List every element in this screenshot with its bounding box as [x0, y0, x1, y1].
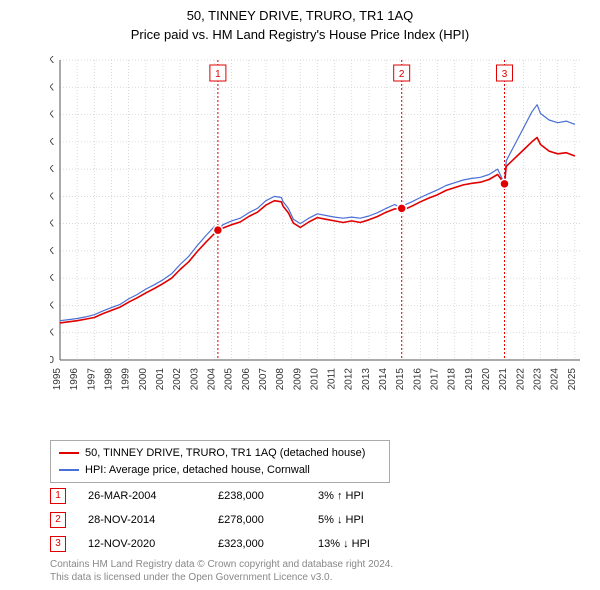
- svg-text:1997: 1997: [86, 368, 97, 391]
- svg-text:2015: 2015: [395, 368, 406, 391]
- svg-text:£0: £0: [50, 355, 54, 366]
- legend-swatch: [59, 452, 79, 454]
- sale-diff: 5% ↓ HPI: [318, 514, 408, 526]
- svg-text:£350K: £350K: [50, 164, 54, 175]
- sale-badge: 3: [50, 536, 66, 552]
- svg-text:2007: 2007: [258, 368, 269, 391]
- svg-text:2019: 2019: [464, 368, 475, 391]
- svg-text:1995: 1995: [52, 368, 63, 391]
- svg-text:2018: 2018: [447, 368, 458, 391]
- svg-text:2005: 2005: [224, 368, 235, 391]
- svg-text:2013: 2013: [361, 368, 372, 391]
- sales-table: 1 26-MAR-2004 £238,000 3% ↑ HPI 2 28-NOV…: [50, 484, 408, 556]
- footer-attribution: Contains HM Land Registry data © Crown c…: [50, 558, 393, 584]
- title-address: 50, TINNEY DRIVE, TRURO, TR1 1AQ: [0, 0, 600, 23]
- svg-text:£300K: £300K: [50, 191, 54, 202]
- chart-area: £0 £50K £100K £150K £200K £250K £300K £350K £400…: [50, 52, 590, 402]
- sale-row: 1 26-MAR-2004 £238,000 3% ↑ HPI: [50, 484, 408, 508]
- svg-text:£50K: £50K: [50, 328, 54, 339]
- svg-text:2000: 2000: [138, 368, 149, 391]
- legend-item-hpi: HPI: Average price, detached house, Corn…: [59, 462, 381, 479]
- legend-label: HPI: Average price, detached house, Corn…: [85, 462, 310, 479]
- svg-text:£400K: £400K: [50, 137, 54, 148]
- svg-text:£250K: £250K: [50, 219, 54, 230]
- svg-text:2008: 2008: [275, 368, 286, 391]
- svg-text:2010: 2010: [309, 368, 320, 391]
- svg-text:2002: 2002: [172, 368, 183, 391]
- svg-text:£100K: £100K: [50, 300, 54, 311]
- sale-price: £278,000: [218, 514, 318, 526]
- svg-text:2021: 2021: [498, 368, 509, 391]
- footer-line2: This data is licensed under the Open Gov…: [50, 571, 393, 584]
- price-chart: £0 £50K £100K £150K £200K £250K £300K £350K £400…: [50, 52, 590, 402]
- svg-text:2014: 2014: [378, 368, 389, 391]
- svg-text:£200K: £200K: [50, 246, 54, 257]
- sale-badge: 1: [50, 488, 66, 504]
- sale-badge: 2: [50, 512, 66, 528]
- sale-date: 26-MAR-2004: [88, 490, 218, 502]
- title-subtitle: Price paid vs. HM Land Registry's House …: [0, 23, 600, 42]
- svg-text:£150K: £150K: [50, 273, 54, 284]
- svg-text:1998: 1998: [103, 368, 114, 391]
- svg-text:1996: 1996: [69, 368, 80, 391]
- svg-text:2001: 2001: [155, 368, 166, 391]
- svg-text:£450K: £450K: [50, 110, 54, 121]
- svg-text:2: 2: [399, 69, 405, 80]
- svg-text:2020: 2020: [481, 368, 492, 391]
- svg-text:2025: 2025: [567, 368, 578, 391]
- sale-price: £323,000: [218, 538, 318, 550]
- footer-line1: Contains HM Land Registry data © Crown c…: [50, 558, 393, 571]
- svg-text:2004: 2004: [206, 368, 217, 391]
- svg-text:2003: 2003: [189, 368, 200, 391]
- sale-diff: 13% ↓ HPI: [318, 538, 408, 550]
- svg-text:2023: 2023: [533, 368, 544, 391]
- svg-text:£500K: £500K: [50, 82, 54, 93]
- sale-row: 3 12-NOV-2020 £323,000 13% ↓ HPI: [50, 532, 408, 556]
- svg-text:2016: 2016: [412, 368, 423, 391]
- svg-text:2009: 2009: [292, 368, 303, 391]
- svg-text:2006: 2006: [241, 368, 252, 391]
- svg-text:2017: 2017: [430, 368, 441, 391]
- legend-label: 50, TINNEY DRIVE, TRURO, TR1 1AQ (detach…: [85, 445, 365, 462]
- svg-text:2011: 2011: [327, 368, 338, 390]
- sale-price: £238,000: [218, 490, 318, 502]
- legend-swatch: [59, 469, 79, 471]
- legend: 50, TINNEY DRIVE, TRURO, TR1 1AQ (detach…: [50, 440, 390, 483]
- svg-text:£550K: £550K: [50, 55, 54, 66]
- svg-text:3: 3: [502, 69, 508, 80]
- sale-date: 12-NOV-2020: [88, 538, 218, 550]
- svg-text:1: 1: [215, 69, 221, 80]
- svg-text:1999: 1999: [121, 368, 132, 391]
- svg-text:2024: 2024: [550, 368, 561, 391]
- svg-text:2022: 2022: [515, 368, 526, 391]
- legend-item-property: 50, TINNEY DRIVE, TRURO, TR1 1AQ (detach…: [59, 445, 381, 462]
- sale-diff: 3% ↑ HPI: [318, 490, 408, 502]
- chart-container: 50, TINNEY DRIVE, TRURO, TR1 1AQ Price p…: [0, 0, 600, 590]
- sale-date: 28-NOV-2014: [88, 514, 218, 526]
- sale-row: 2 28-NOV-2014 £278,000 5% ↓ HPI: [50, 508, 408, 532]
- svg-text:2012: 2012: [344, 368, 355, 391]
